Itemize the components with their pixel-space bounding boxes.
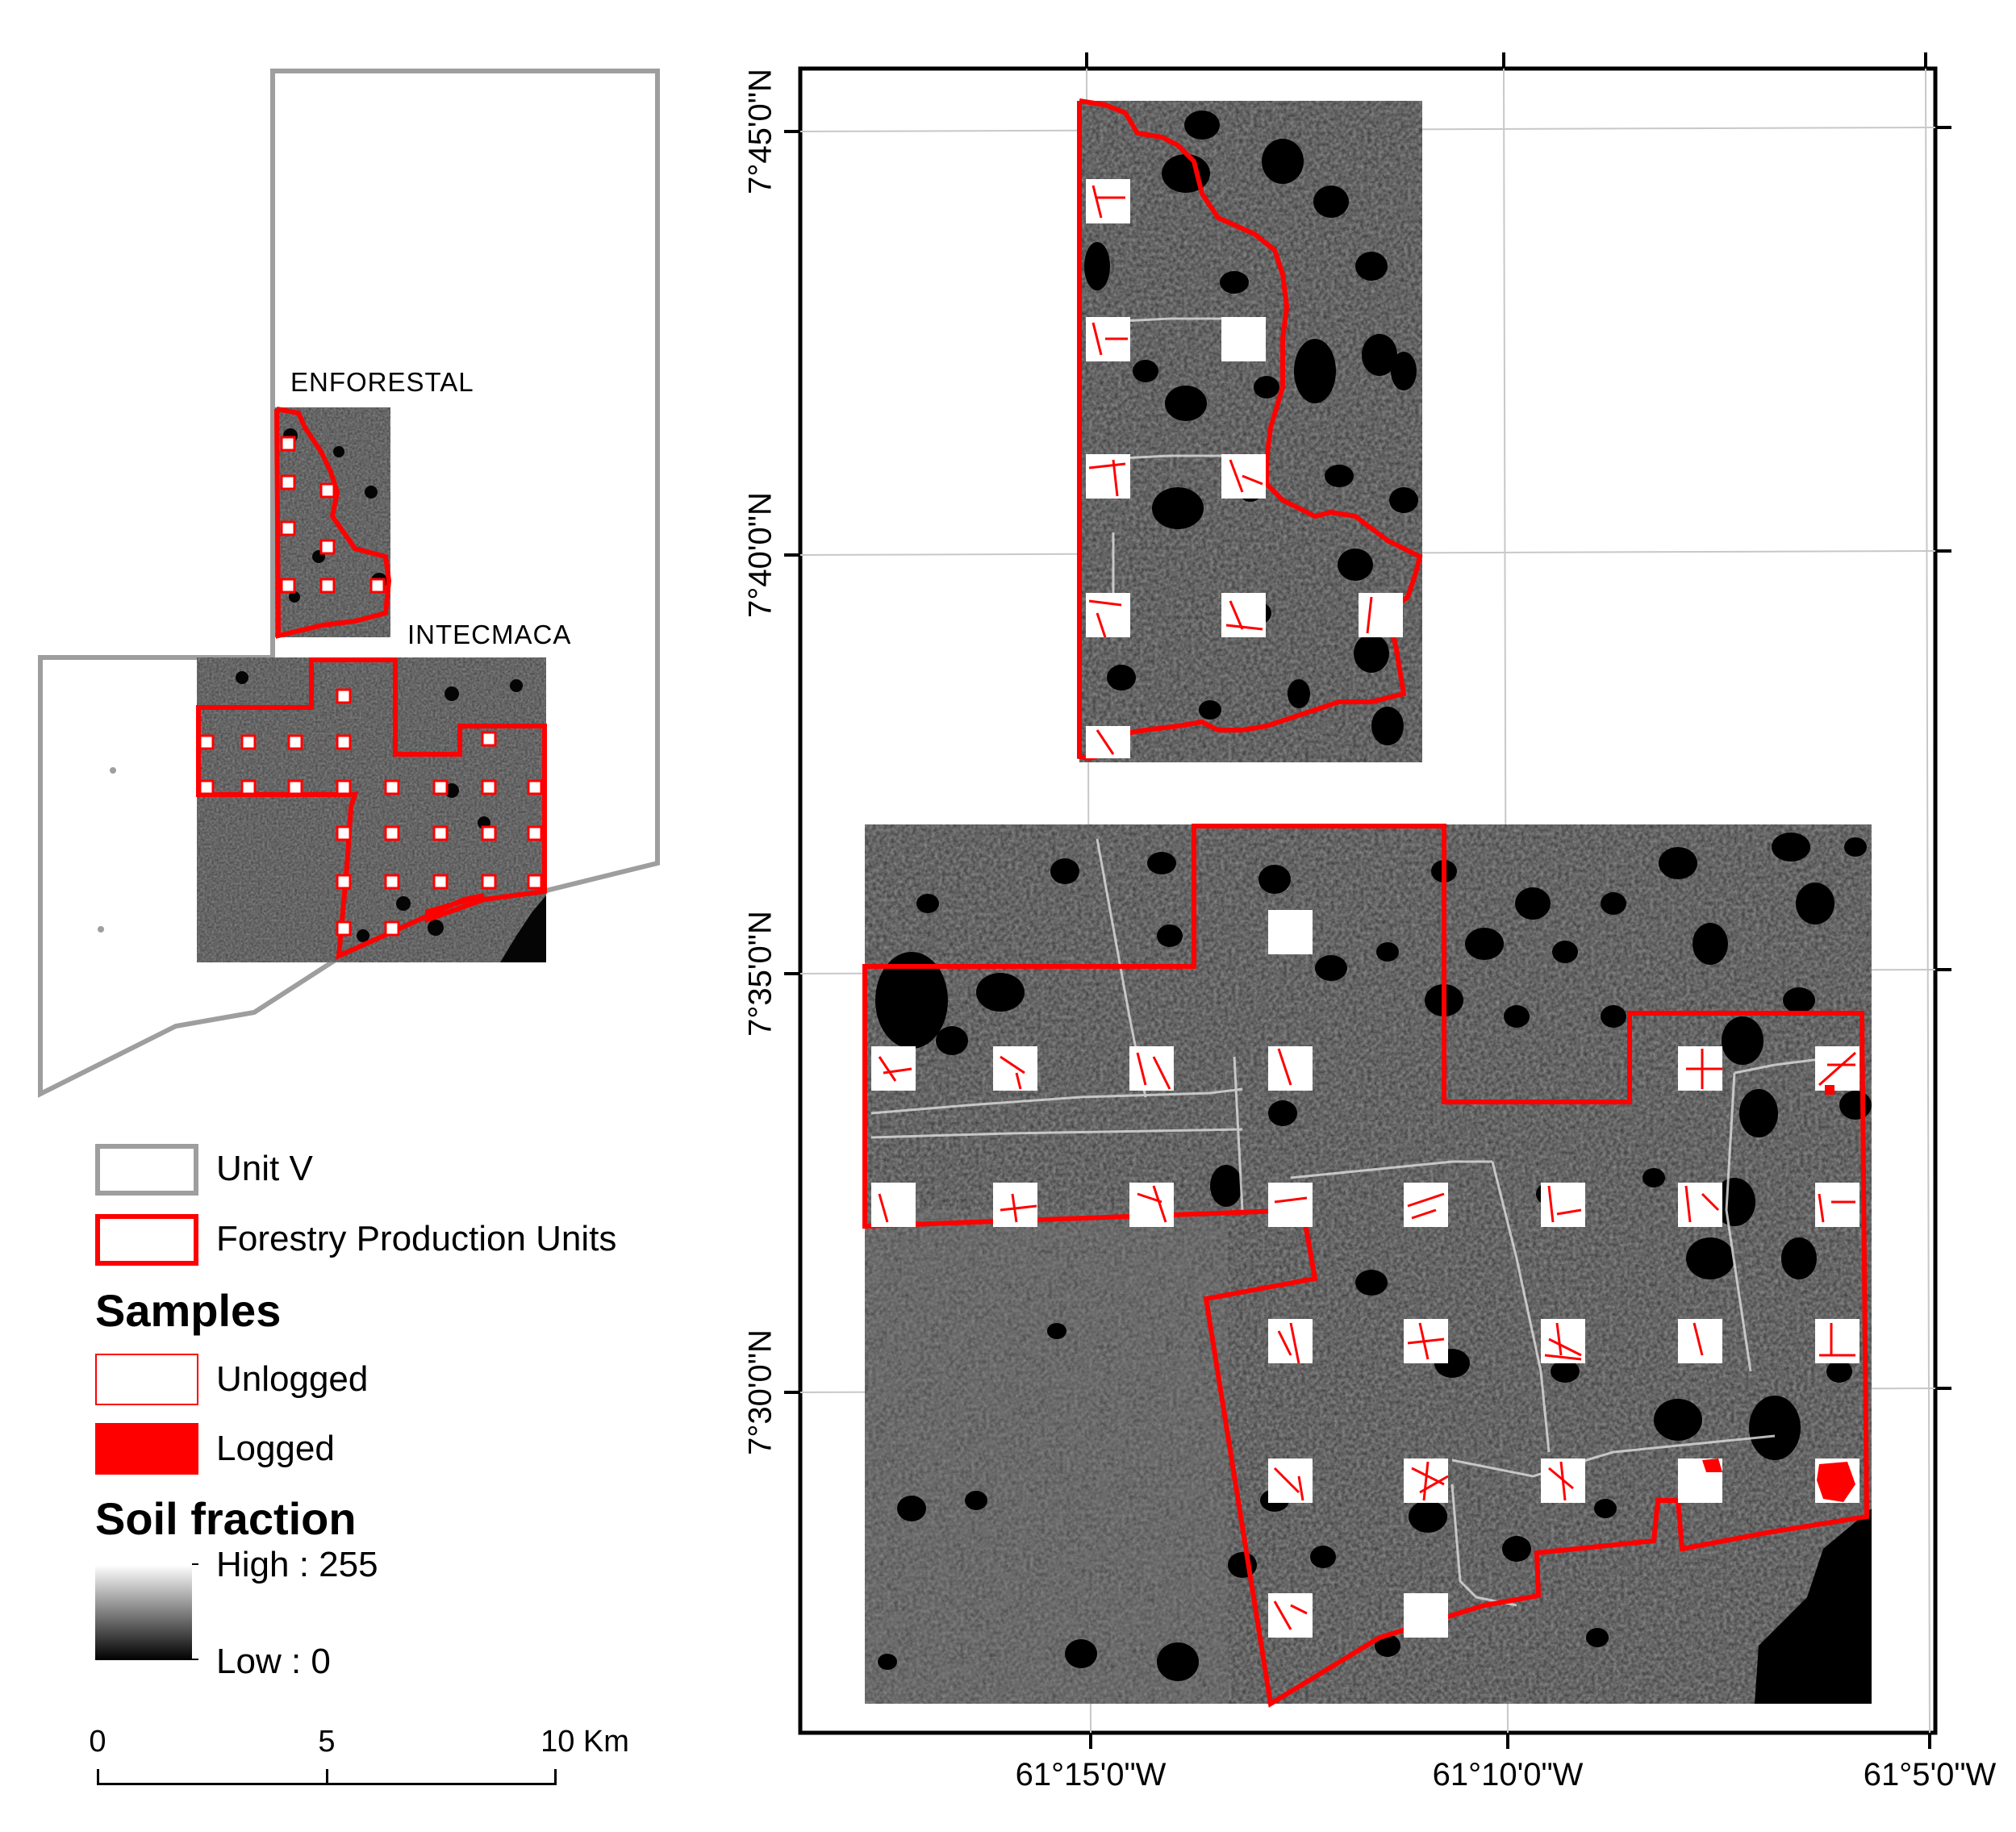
scale-label-10km: 10 Km — [541, 1725, 629, 1759]
scale-label-5: 5 — [318, 1725, 336, 1759]
unit-v-swatch — [95, 1144, 198, 1196]
lat-label-2: 7°40'0"N — [742, 492, 778, 618]
logging-trails — [878, 185, 1856, 1630]
unit-v-label: Unit V — [216, 1149, 313, 1188]
fpu-intecmaca — [862, 824, 1870, 1708]
soil-fraction-heading: Soil fraction — [95, 1493, 357, 1544]
inset-sample-squares — [198, 436, 543, 937]
lat-label-1: 7°45'0"N — [742, 69, 778, 194]
enforestal-label: ENFORESTAL — [290, 367, 474, 397]
lat-label-3: 7°35'0"N — [742, 911, 778, 1037]
fpu-swatch — [95, 1214, 198, 1266]
unit-v-boundary — [38, 69, 660, 1098]
samples-heading: Samples — [95, 1285, 282, 1336]
lat-label-4: 7°30'0"N — [742, 1329, 778, 1455]
intecmaca-label: INTECMACA — [407, 620, 572, 649]
inset-fpu-enforestal — [274, 407, 392, 639]
logged-label: Logged — [216, 1429, 335, 1468]
inset-fpu-intecmaca — [196, 657, 547, 960]
fpu-label: Forestry Production Units — [216, 1219, 617, 1258]
lon-label-2: 61°10'0"W — [1432, 1757, 1584, 1792]
lon-label-3: 61°5'0"W — [1863, 1757, 1997, 1792]
unlogged-label: Unlogged — [216, 1359, 369, 1399]
unlogged-swatch — [95, 1354, 198, 1405]
soil-low-label: Low : 0 — [216, 1642, 331, 1681]
inset-map — [38, 69, 660, 1098]
logged-swatch — [95, 1423, 198, 1475]
soil-gradient-swatch — [95, 1565, 192, 1660]
lon-label-1: 61°15'0"W — [1015, 1757, 1167, 1792]
scale-label-0: 0 — [89, 1725, 106, 1759]
fpu-enforestal — [1077, 98, 1423, 762]
soil-high-label: High : 255 — [216, 1545, 378, 1584]
